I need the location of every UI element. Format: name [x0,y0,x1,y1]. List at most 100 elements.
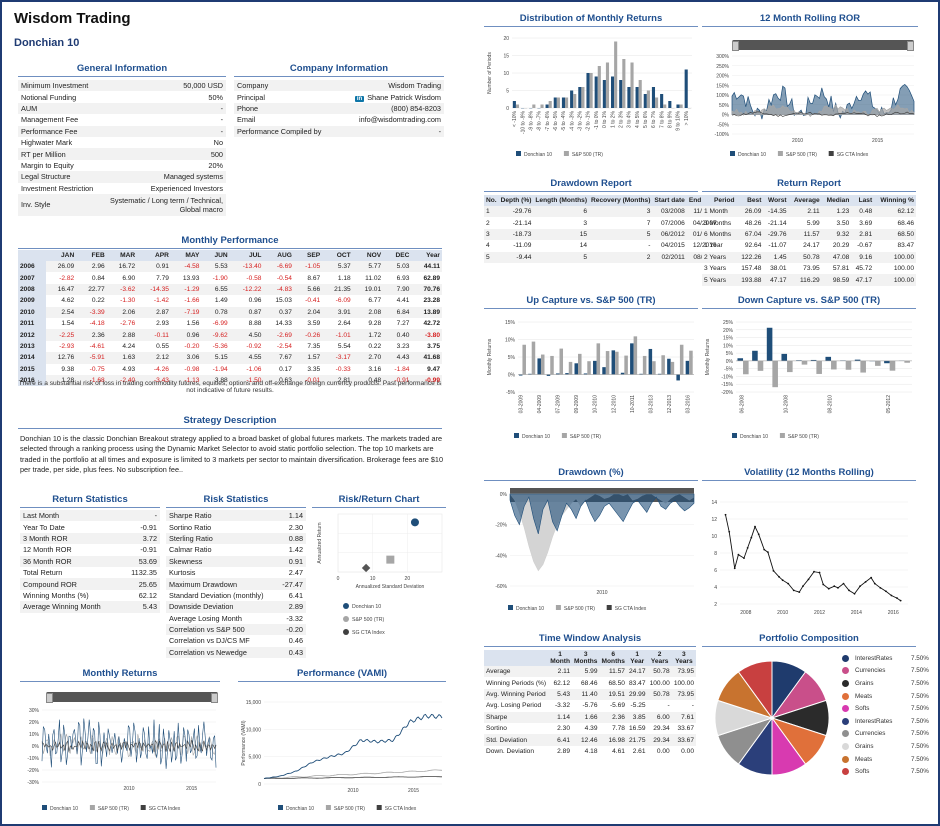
table-row: Sterling Ratio 0.88 [166,532,306,545]
row-label: Principal [237,92,265,102]
volatility-point [842,582,845,585]
column-header [18,250,46,261]
legend-item[interactable]: Currencies 7.50% [842,728,929,741]
legend-item[interactable]: Meats 7.50% [842,753,929,766]
legend-item[interactable]: Softs 7.50% [842,702,929,715]
row-value: Systematic / Long term / Technical, Glob… [96,193,226,216]
bar [689,350,693,375]
table-cell: -21.14 [767,219,787,227]
y-axis-label: Performance (VAMI) [241,720,247,766]
table-cell: 6.77 [368,297,382,305]
legend-label: Softs [855,768,870,776]
legend-item[interactable]: Softs 7.50% [842,765,929,778]
volatility-point [792,589,795,592]
x-tick-label: 12-2010 [611,395,617,414]
column-header: DEC [383,250,412,261]
table-cell: -0.01 [293,374,323,387]
bar [556,97,560,108]
legend-item[interactable]: InterestRates 7.50% [842,715,929,728]
table-cell: 3 [583,219,588,227]
bar [602,367,606,375]
table-cell: 3 Years [704,265,726,273]
bar [630,62,634,108]
legend-item[interactable]: Currencies 7.50% [842,665,929,678]
table-row: 36 Month ROR 53.69 [20,555,160,567]
x-tick-label: 09-2009 [574,395,580,414]
table-cell: 68.50 [608,679,625,687]
bar [548,101,552,108]
program-name: Donchian 10 [14,37,80,49]
legend-value: 7.50% [911,679,929,687]
table-cell: 3.85 [626,711,648,723]
bar [522,344,526,375]
table-cell: 2 [589,251,653,263]
legend-swatch [514,433,519,438]
table-cell: 3 [589,206,653,218]
x-tick-label: 07-2009 [556,395,562,414]
row-value: 6.41 [288,590,303,600]
x-tick-label: -5 to -4% [561,110,567,131]
table-cell: 8.67 [307,274,321,282]
table-cell: 8.88 [248,320,262,328]
monthly-returns-range-slider[interactable] [46,692,218,703]
column-header: 6 Months [599,650,627,666]
bar [801,360,808,365]
table-cell: 3.50 [836,219,850,227]
linkedin-icon[interactable]: in [354,95,365,102]
x-tick-label: 2015 [186,786,197,792]
legend-dot [842,667,849,675]
row-value: -0.91 [140,545,157,555]
bar [667,358,671,375]
table-cell: -1.50 [229,374,264,387]
table-row: 2010 2.54 -3.39 2.06 2.87 -7.19 0.78 0.87 0.37 2.… [18,306,442,318]
table-cell: 2.88 [106,329,138,341]
table-cell: 116.29 [788,274,822,286]
table-cell: 5.99 [572,666,600,678]
legend-swatch [278,805,283,810]
column-header: NOV [352,250,384,261]
table-cell: 21.35 [322,283,353,296]
rolling-ror-range-slider[interactable] [732,40,914,51]
y-tick-label: 20% [723,328,734,334]
bar [668,101,672,108]
y-axis-label: Monthly Returns [705,338,711,375]
table-cell: 7.27 [396,320,410,328]
column-header: OCT [322,250,353,261]
bar [528,373,532,375]
y-tick-label: 10 [711,534,717,540]
table-cell: 3.59 [307,320,321,328]
legend-item[interactable]: InterestRates 7.50% [842,652,929,665]
table-cell: 5.03 [383,261,412,273]
y-tick-label: 0% [726,359,734,365]
return-statistics-title: Return Statistics [20,494,160,508]
row-label: Highwater Mark [21,138,73,148]
legend-label: S&P 500 (TR) [334,806,365,812]
table-cell: 1.72 [352,329,384,341]
table-cell: 2.81 [322,374,353,387]
table-cell: 5 [589,228,653,241]
legend-item[interactable]: Grains 7.50% [842,677,929,690]
return-report-title: Return Report [702,178,916,192]
y-tick-label: 15,000 [246,700,262,706]
table-row: Year To Date -0.91 [20,521,160,532]
bar [605,351,610,375]
table-cell: 9.38 [61,365,75,373]
legend-label: Meats [855,755,873,763]
legend-item[interactable]: Meats 7.50% [842,690,929,703]
row-value: - [96,102,226,115]
table-cell: 3.16 [368,365,382,373]
up-capture-chart: 15% 10% 5% 0% -5% 03-2009 04-2009 07-2009 09-200… [487,320,694,440]
table-row: Skewness 0.91 [166,555,306,567]
row-value: 50% [208,92,223,102]
y-tick-label: -20% [495,523,507,529]
row-value: 3.72 [121,532,160,545]
x-tick-label: 2 to 3% [618,110,624,128]
table-cell: 45.72 [855,265,873,273]
column-header: Average [788,195,822,206]
general-info-title: General Information [18,63,226,77]
legend-item[interactable]: Grains 7.50% [842,740,929,753]
bar [630,343,634,375]
row-value: - [337,125,444,137]
row-label: Total Return [23,568,63,578]
bar [581,87,585,108]
